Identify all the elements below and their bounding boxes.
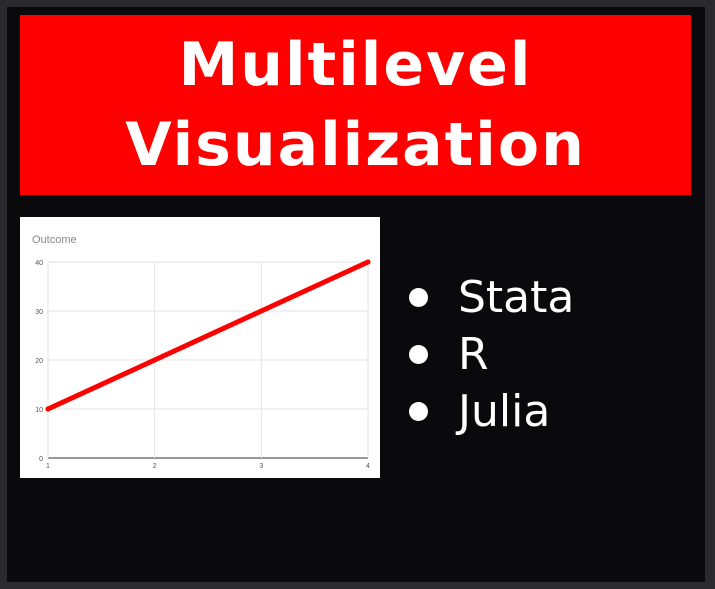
bullet-dot-icon: [409, 345, 428, 364]
bullet-text: Stata: [458, 272, 575, 323]
bullet-item-stata: Stata: [409, 269, 574, 326]
bullet-item-r: R: [409, 326, 574, 383]
bullet-dot-icon: [409, 288, 428, 307]
data-point: [152, 357, 158, 363]
series-line: [45, 259, 371, 412]
y-tick-label: 40: [35, 260, 43, 267]
x-tick-label: 1: [46, 463, 50, 470]
title-line-2: Visualization: [125, 110, 586, 180]
y-tick-label: 10: [35, 407, 43, 414]
bullet-dot-icon: [409, 402, 428, 421]
data-point: [45, 406, 51, 412]
bullet-item-julia: Julia: [409, 383, 574, 440]
y-tick-label: 0: [39, 456, 43, 463]
title-line-1: Multilevel: [178, 30, 533, 100]
bullet-text: R: [458, 329, 489, 380]
title-banner: Multilevel Visualization: [20, 15, 691, 195]
y-tick-label: 30: [35, 309, 43, 316]
bullet-text: Julia: [458, 386, 551, 437]
chart-svg: Outcome 0 10 20 30 40 1 2 3 4: [32, 234, 371, 470]
x-tick-label: 3: [259, 463, 263, 470]
bullet-list: Stata R Julia: [409, 269, 574, 440]
line-chart: Outcome 0 10 20 30 40 1 2 3 4: [20, 217, 380, 478]
chart-title: Outcome: [32, 234, 77, 246]
data-point: [365, 259, 371, 265]
data-point: [258, 308, 264, 314]
x-tick-label: 2: [153, 463, 157, 470]
y-tick-label: 20: [35, 358, 43, 365]
x-tick-label: 4: [366, 463, 370, 470]
